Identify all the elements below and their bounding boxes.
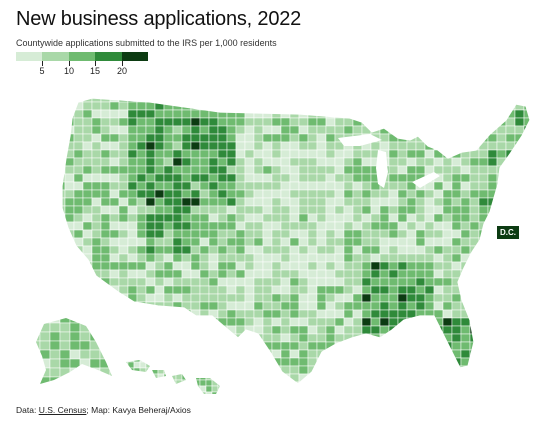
color-legend: 5 10 15 20 — [16, 52, 148, 76]
chart-title: New business applications, 2022 — [16, 8, 302, 30]
hawaii-counties-layer — [126, 360, 220, 394]
legend-tick-label: 5 — [39, 66, 45, 76]
legend-bar — [16, 52, 148, 61]
legend-tick-label: 15 — [89, 66, 101, 76]
legend-swatch-5 — [121, 52, 148, 61]
source-suffix: ; Map: Kavya Beheraj/Axios — [86, 405, 191, 415]
great-lake-michigan — [376, 150, 388, 188]
legend-swatch-2 — [42, 52, 69, 61]
legend-swatch-3 — [68, 52, 96, 61]
us-county-map — [36, 97, 531, 394]
legend-tick-mark — [69, 61, 70, 66]
chart-subtitle: Countywide applications submitted to the… — [16, 38, 277, 48]
legend-tick-mark — [95, 61, 96, 66]
legend-ticks: 5 10 15 20 — [16, 61, 148, 76]
alaska-counties-layer — [36, 318, 112, 384]
source-prefix: Data: — [16, 405, 39, 415]
legend-tick-mark — [42, 61, 43, 66]
source-note: Data: U.S. Census; Map: Kavya Beheraj/Ax… — [16, 405, 191, 415]
us-outline — [61, 97, 531, 385]
legend-tick-mark — [122, 61, 123, 66]
census-source-link[interactable]: U.S. Census — [38, 405, 87, 415]
great-lake-erie — [412, 172, 440, 188]
legend-tick-label: 10 — [63, 66, 75, 76]
dc-callout: D.C. — [497, 226, 519, 239]
us-counties-layer — [62, 98, 530, 384]
legend-swatch-1 — [16, 52, 43, 61]
great-lake-superior — [338, 134, 382, 146]
legend-swatch-4 — [95, 52, 122, 61]
legend-tick-label: 20 — [116, 66, 128, 76]
